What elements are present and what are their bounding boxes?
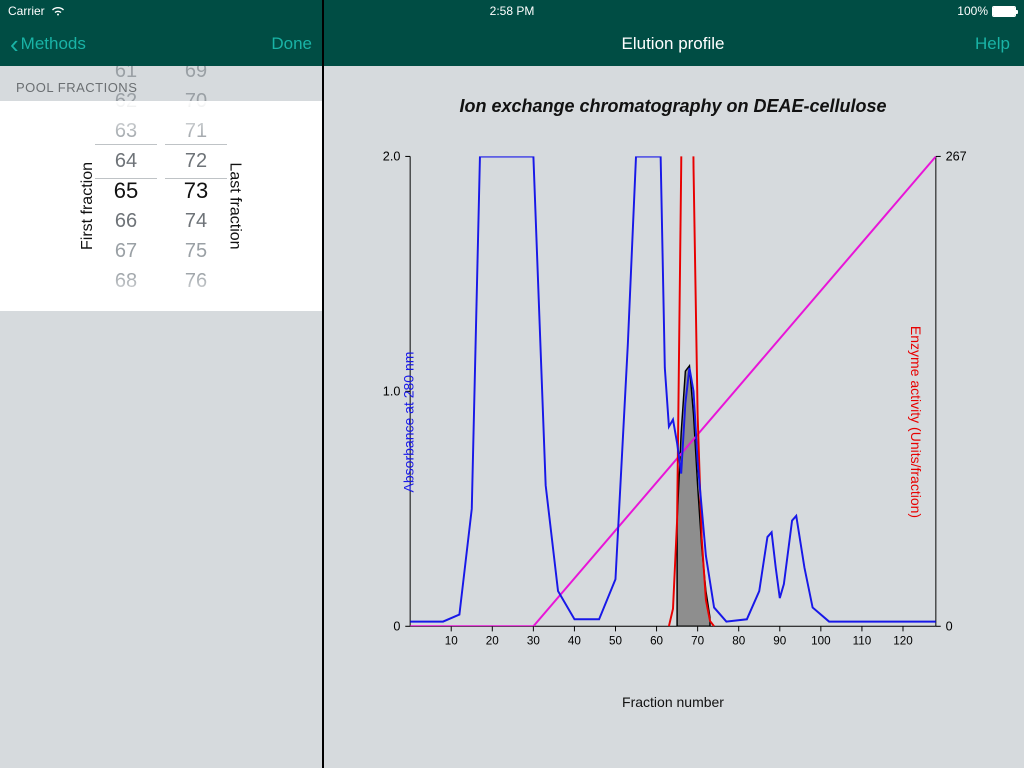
back-button[interactable]: ‹ Methods xyxy=(10,31,86,57)
page-title: Elution profile xyxy=(621,34,724,54)
last-fraction-picker[interactable]: 6970717273747576 xyxy=(171,56,221,296)
svg-text:10: 10 xyxy=(445,633,458,647)
svg-text:40: 40 xyxy=(568,633,581,647)
picker-item[interactable]: 66 xyxy=(101,206,151,236)
picker-item[interactable]: 67 xyxy=(101,236,151,266)
first-fraction-picker[interactable]: 6162636465666768 xyxy=(101,56,151,296)
fraction-picker[interactable]: First fraction Last fraction 61626364656… xyxy=(0,101,322,311)
battery-icon xyxy=(992,6,1016,17)
svg-text:267: 267 xyxy=(946,148,967,163)
split-divider xyxy=(322,0,324,768)
svg-text:0: 0 xyxy=(393,618,400,633)
wifi-icon xyxy=(51,6,65,16)
svg-text:90: 90 xyxy=(773,633,786,647)
chart-title: Ion exchange chromatography on DEAE-cell… xyxy=(322,66,1024,117)
picker-item[interactable]: 72 xyxy=(171,146,221,176)
picker-item[interactable]: 73 xyxy=(171,176,221,206)
chart-panel: Ion exchange chromatography on DEAE-cell… xyxy=(322,66,1024,768)
y-right-axis-label: Enzyme activity (Units/fraction) xyxy=(908,326,924,518)
back-label: Methods xyxy=(21,34,86,54)
picker-item[interactable]: 76 xyxy=(171,266,221,296)
picker-item[interactable]: 65 xyxy=(101,176,151,206)
picker-item[interactable]: 68 xyxy=(101,266,151,296)
carrier-label: Carrier xyxy=(8,4,45,18)
x-axis-label: Fraction number xyxy=(622,694,724,710)
svg-text:50: 50 xyxy=(609,633,622,647)
svg-text:30: 30 xyxy=(527,633,540,647)
svg-text:120: 120 xyxy=(893,633,913,647)
last-fraction-label: Last fraction xyxy=(225,162,243,249)
first-fraction-label: First fraction xyxy=(79,162,97,250)
status-bar: Carrier 2:58 PM 100% xyxy=(0,0,1024,22)
picker-item[interactable]: 75 xyxy=(171,236,221,266)
picker-item[interactable]: 64 xyxy=(101,146,151,176)
svg-text:70: 70 xyxy=(691,633,704,647)
picker-item[interactable]: 63 xyxy=(101,116,151,146)
picker-item[interactable]: 70 xyxy=(171,86,221,116)
done-button[interactable]: Done xyxy=(271,34,312,54)
picker-item[interactable]: 71 xyxy=(171,116,221,146)
nav-bar: ‹ Methods Done Elution profile Help xyxy=(0,22,1024,66)
elution-chart: 10 20 30 40 50 60 70 80 90 100 110 120 0 1.0 2.0 0 267 xyxy=(342,136,1004,708)
svg-text:20: 20 xyxy=(486,633,499,647)
y-left-axis-label: Absorbance at 280 nm xyxy=(400,352,416,493)
status-time: 2:58 PM xyxy=(490,4,535,18)
help-button[interactable]: Help xyxy=(975,34,1010,54)
svg-text:100: 100 xyxy=(811,633,831,647)
battery-pct: 100% xyxy=(957,4,988,18)
svg-text:110: 110 xyxy=(853,633,872,647)
svg-text:1.0: 1.0 xyxy=(383,383,401,398)
sidebar: POOL FRACTIONS First fraction Last fract… xyxy=(0,66,322,768)
chevron-left-icon: ‹ xyxy=(10,31,19,57)
svg-text:0: 0 xyxy=(946,618,953,633)
picker-item[interactable]: 62 xyxy=(101,86,151,116)
svg-text:60: 60 xyxy=(650,633,663,647)
picker-item[interactable]: 74 xyxy=(171,206,221,236)
svg-text:80: 80 xyxy=(732,633,745,647)
svg-text:2.0: 2.0 xyxy=(383,148,401,163)
